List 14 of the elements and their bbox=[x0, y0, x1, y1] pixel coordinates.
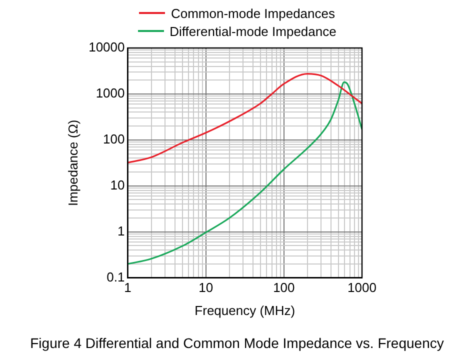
x-axis-title: Frequency (MHz) bbox=[194, 302, 296, 318]
y-tick-label: 1 bbox=[118, 223, 125, 238]
x-tick-label: 100 bbox=[273, 280, 295, 296]
x-tick-label: 1000 bbox=[348, 280, 376, 296]
y-tick-label: 100 bbox=[103, 132, 125, 146]
y-tick-label: 1000 bbox=[96, 86, 125, 101]
y-tick-label: 10 bbox=[110, 177, 125, 192]
legend-label: Differential-mode Impedance bbox=[170, 24, 336, 38]
y-tick-label: 10000 bbox=[88, 40, 125, 55]
x-tick-label: 10 bbox=[198, 280, 214, 296]
legend-label: Common-mode Impedances bbox=[170, 6, 336, 20]
y-axis-title: Impedance (Ω) bbox=[65, 120, 80, 206]
caption: Figure 4 Differential and Common Mode Impedance vs. Frequency bbox=[29, 335, 445, 351]
y-tick-label: 0.1 bbox=[106, 269, 125, 284]
